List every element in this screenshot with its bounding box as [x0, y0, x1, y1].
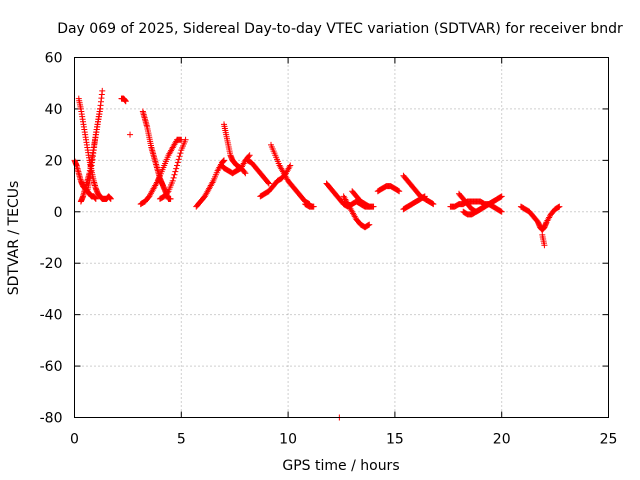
data-point — [287, 162, 294, 169]
plot-frame — [74, 57, 609, 418]
y-axis-label: SDTVAR / TECUs — [6, 181, 22, 296]
data-point — [221, 157, 228, 164]
data-point — [480, 204, 487, 211]
data-point — [498, 208, 505, 215]
y-tick-label: 60 — [45, 51, 63, 67]
data-point — [164, 189, 171, 196]
data-point — [171, 171, 178, 178]
x-tick-labels: 0 5 10 15 20 25 — [70, 432, 617, 448]
series-arc6 — [127, 131, 134, 138]
series-arc28 — [539, 231, 548, 249]
axis-ticks — [74, 57, 609, 418]
data-point — [107, 195, 114, 202]
data-point — [395, 187, 402, 194]
data-point — [127, 131, 134, 138]
series-arc4 — [84, 105, 104, 195]
x-tick-label: 5 — [177, 432, 186, 448]
data-point — [420, 193, 427, 200]
y-tick-label: 0 — [54, 205, 63, 221]
data-point — [265, 179, 272, 186]
data-point — [497, 193, 504, 200]
data-point — [170, 174, 177, 181]
x-tick-label: 10 — [279, 432, 297, 448]
data-point — [97, 105, 104, 112]
series-arc5 — [118, 95, 129, 105]
series-arc12 — [221, 121, 249, 177]
y-tick-label: -20 — [40, 256, 63, 272]
data-point — [429, 200, 436, 207]
data-point — [481, 203, 488, 210]
series-arc26 — [460, 203, 488, 218]
data-point — [167, 195, 174, 202]
data-point — [92, 195, 99, 202]
y-tick-label: -60 — [40, 359, 63, 375]
data-point — [396, 188, 403, 195]
data-point — [541, 242, 548, 249]
x-axis-label: GPS time / hours — [282, 458, 399, 474]
series-arc21 — [374, 183, 403, 195]
series-arc27 — [517, 203, 563, 233]
data-point — [430, 201, 437, 208]
data-point — [176, 153, 183, 160]
series-arc19 — [349, 188, 377, 210]
chart-title: Day 069 of 2025, Sidereal Day-to-day VTE… — [57, 21, 623, 37]
data-point — [242, 170, 249, 177]
series-arc23 — [400, 193, 428, 213]
x-tick-label: 0 — [70, 432, 79, 448]
y-tick-label: -40 — [40, 308, 63, 324]
series-arc16 — [302, 201, 317, 210]
series-arc13 — [244, 157, 272, 187]
series-arc9 — [156, 136, 189, 202]
data-point — [175, 156, 182, 163]
data-points — [71, 87, 563, 421]
data-point — [365, 222, 372, 229]
y-tick-label: 40 — [45, 102, 63, 118]
y-tick-label: 20 — [45, 153, 63, 169]
y-tick-labels: -80 -60 -40 -20 0 20 40 60 — [40, 51, 63, 427]
data-point — [172, 168, 179, 175]
data-point — [265, 180, 272, 187]
data-point — [498, 193, 505, 200]
data-point — [174, 159, 181, 166]
series-arc15 — [268, 141, 313, 208]
data-point — [182, 136, 189, 143]
y-tick-label: -80 — [40, 411, 63, 427]
x-tick-label: 20 — [493, 432, 511, 448]
data-point — [173, 165, 180, 172]
data-point — [370, 203, 377, 210]
data-point — [99, 87, 106, 94]
data-point — [246, 152, 253, 159]
data-point — [556, 203, 563, 210]
x-tick-label: 15 — [386, 432, 404, 448]
series-arc18 — [340, 193, 373, 231]
data-point — [497, 208, 504, 215]
data-point — [555, 204, 562, 211]
data-point — [241, 169, 248, 176]
data-point — [122, 98, 129, 105]
data-point — [421, 193, 428, 200]
data-point — [177, 150, 184, 157]
grid-lines — [74, 57, 609, 418]
data-point — [310, 203, 317, 210]
data-point — [366, 221, 373, 228]
data-point — [174, 162, 181, 169]
data-point — [169, 177, 176, 184]
series-arc8 — [137, 136, 185, 208]
x-tick-label: 25 — [600, 432, 618, 448]
